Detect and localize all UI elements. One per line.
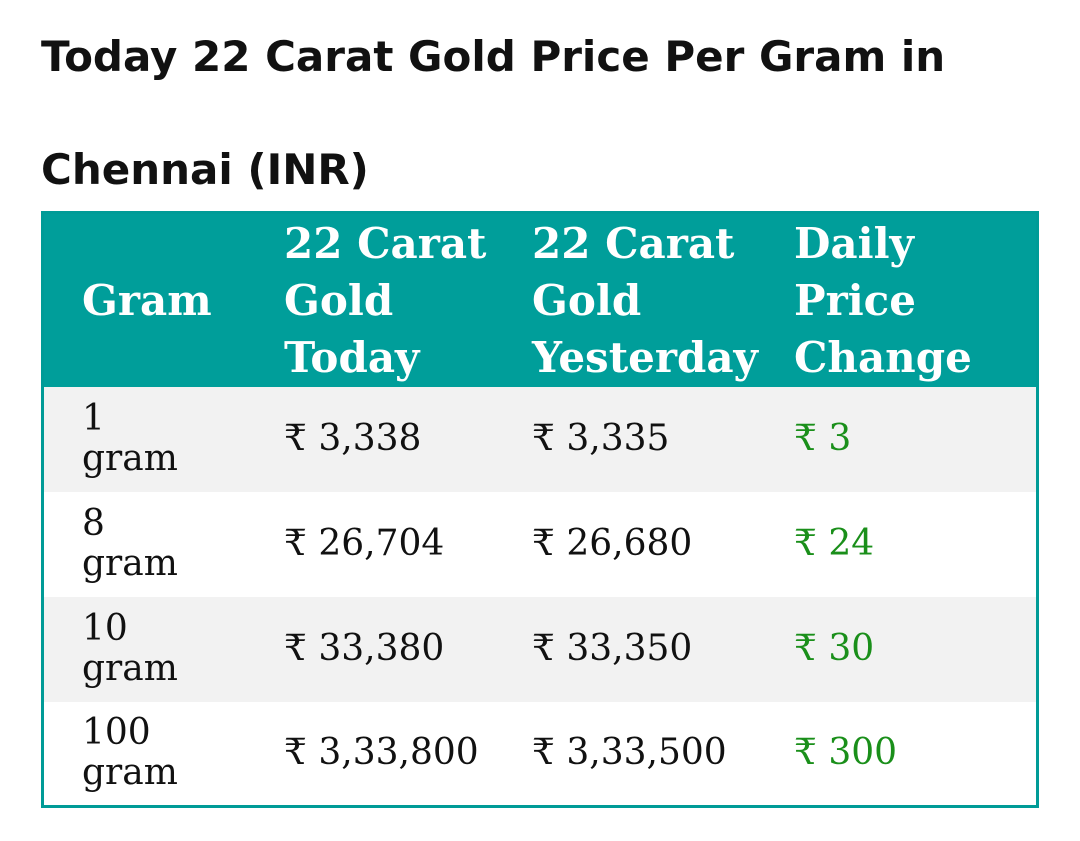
cell-today-price: ₹ 33,380 xyxy=(284,628,445,669)
cell-today-price: ₹ 3,338 xyxy=(284,418,422,459)
gram-unit: gram xyxy=(82,648,178,689)
gram-unit: gram xyxy=(82,752,178,794)
cell-daily-change: ₹ 24 xyxy=(794,523,875,564)
cell-today-price: ₹ 26,704 xyxy=(284,523,445,564)
header-today-price: 22 Carat Gold Today xyxy=(284,218,487,382)
cell-daily-change: ₹ 3 xyxy=(794,418,852,459)
gold-price-table: Gram 22 Carat Gold Today 22 Carat Gold Y… xyxy=(41,211,1039,808)
cell-daily-change: ₹ 30 xyxy=(794,628,875,669)
cell-yesterday-price: ₹ 3,33,500 xyxy=(532,732,727,774)
cell-gram: 10 gram xyxy=(43,597,285,702)
cell-gram: 1 gram xyxy=(43,387,285,492)
table-body: 1 gram ₹ 3,338 ₹ 3,335 ₹ 3 8 gram ₹ 26,7… xyxy=(42,386,1038,807)
table-row: 1 gram ₹ 3,338 ₹ 3,335 ₹ 3 xyxy=(42,386,1038,492)
header-yesterday-price: 22 Carat Gold Yesterday xyxy=(532,218,758,382)
table-header: Gram 22 Carat Gold Today 22 Carat Gold Y… xyxy=(42,212,1038,387)
cell-today-price: ₹ 3,33,800 xyxy=(284,732,479,774)
gram-unit: gram xyxy=(82,438,178,479)
gram-quantity: 8 xyxy=(82,503,105,544)
cell-yesterday-price: ₹ 26,680 xyxy=(532,523,693,564)
header-daily-change: Daily Price Change xyxy=(794,218,972,382)
gram-quantity: 100 xyxy=(82,712,151,754)
cell-daily-change: ₹ 300 xyxy=(794,732,898,774)
gram-quantity: 10 xyxy=(82,608,128,649)
table-row: 100 gram ₹ 3,33,800 ₹ 3,33,500 ₹ 300 xyxy=(42,701,1038,807)
page-title: Today 22 Carat Gold Price Per Gram in Ch… xyxy=(41,32,946,194)
table-row: 10 gram ₹ 33,380 ₹ 33,350 ₹ 30 xyxy=(42,596,1038,702)
gram-unit: gram xyxy=(82,543,178,584)
cell-gram: 8 gram xyxy=(43,492,285,597)
cell-yesterday-price: ₹ 3,335 xyxy=(532,418,670,459)
header-gram: Gram xyxy=(82,275,212,325)
cell-gram: 100 gram xyxy=(43,702,285,807)
gram-quantity: 1 xyxy=(82,398,105,439)
cell-yesterday-price: ₹ 33,350 xyxy=(532,628,693,669)
table-row: 8 gram ₹ 26,704 ₹ 26,680 ₹ 24 xyxy=(42,491,1038,597)
table-header-row: Gram 22 Carat Gold Today 22 Carat Gold Y… xyxy=(42,212,1038,387)
